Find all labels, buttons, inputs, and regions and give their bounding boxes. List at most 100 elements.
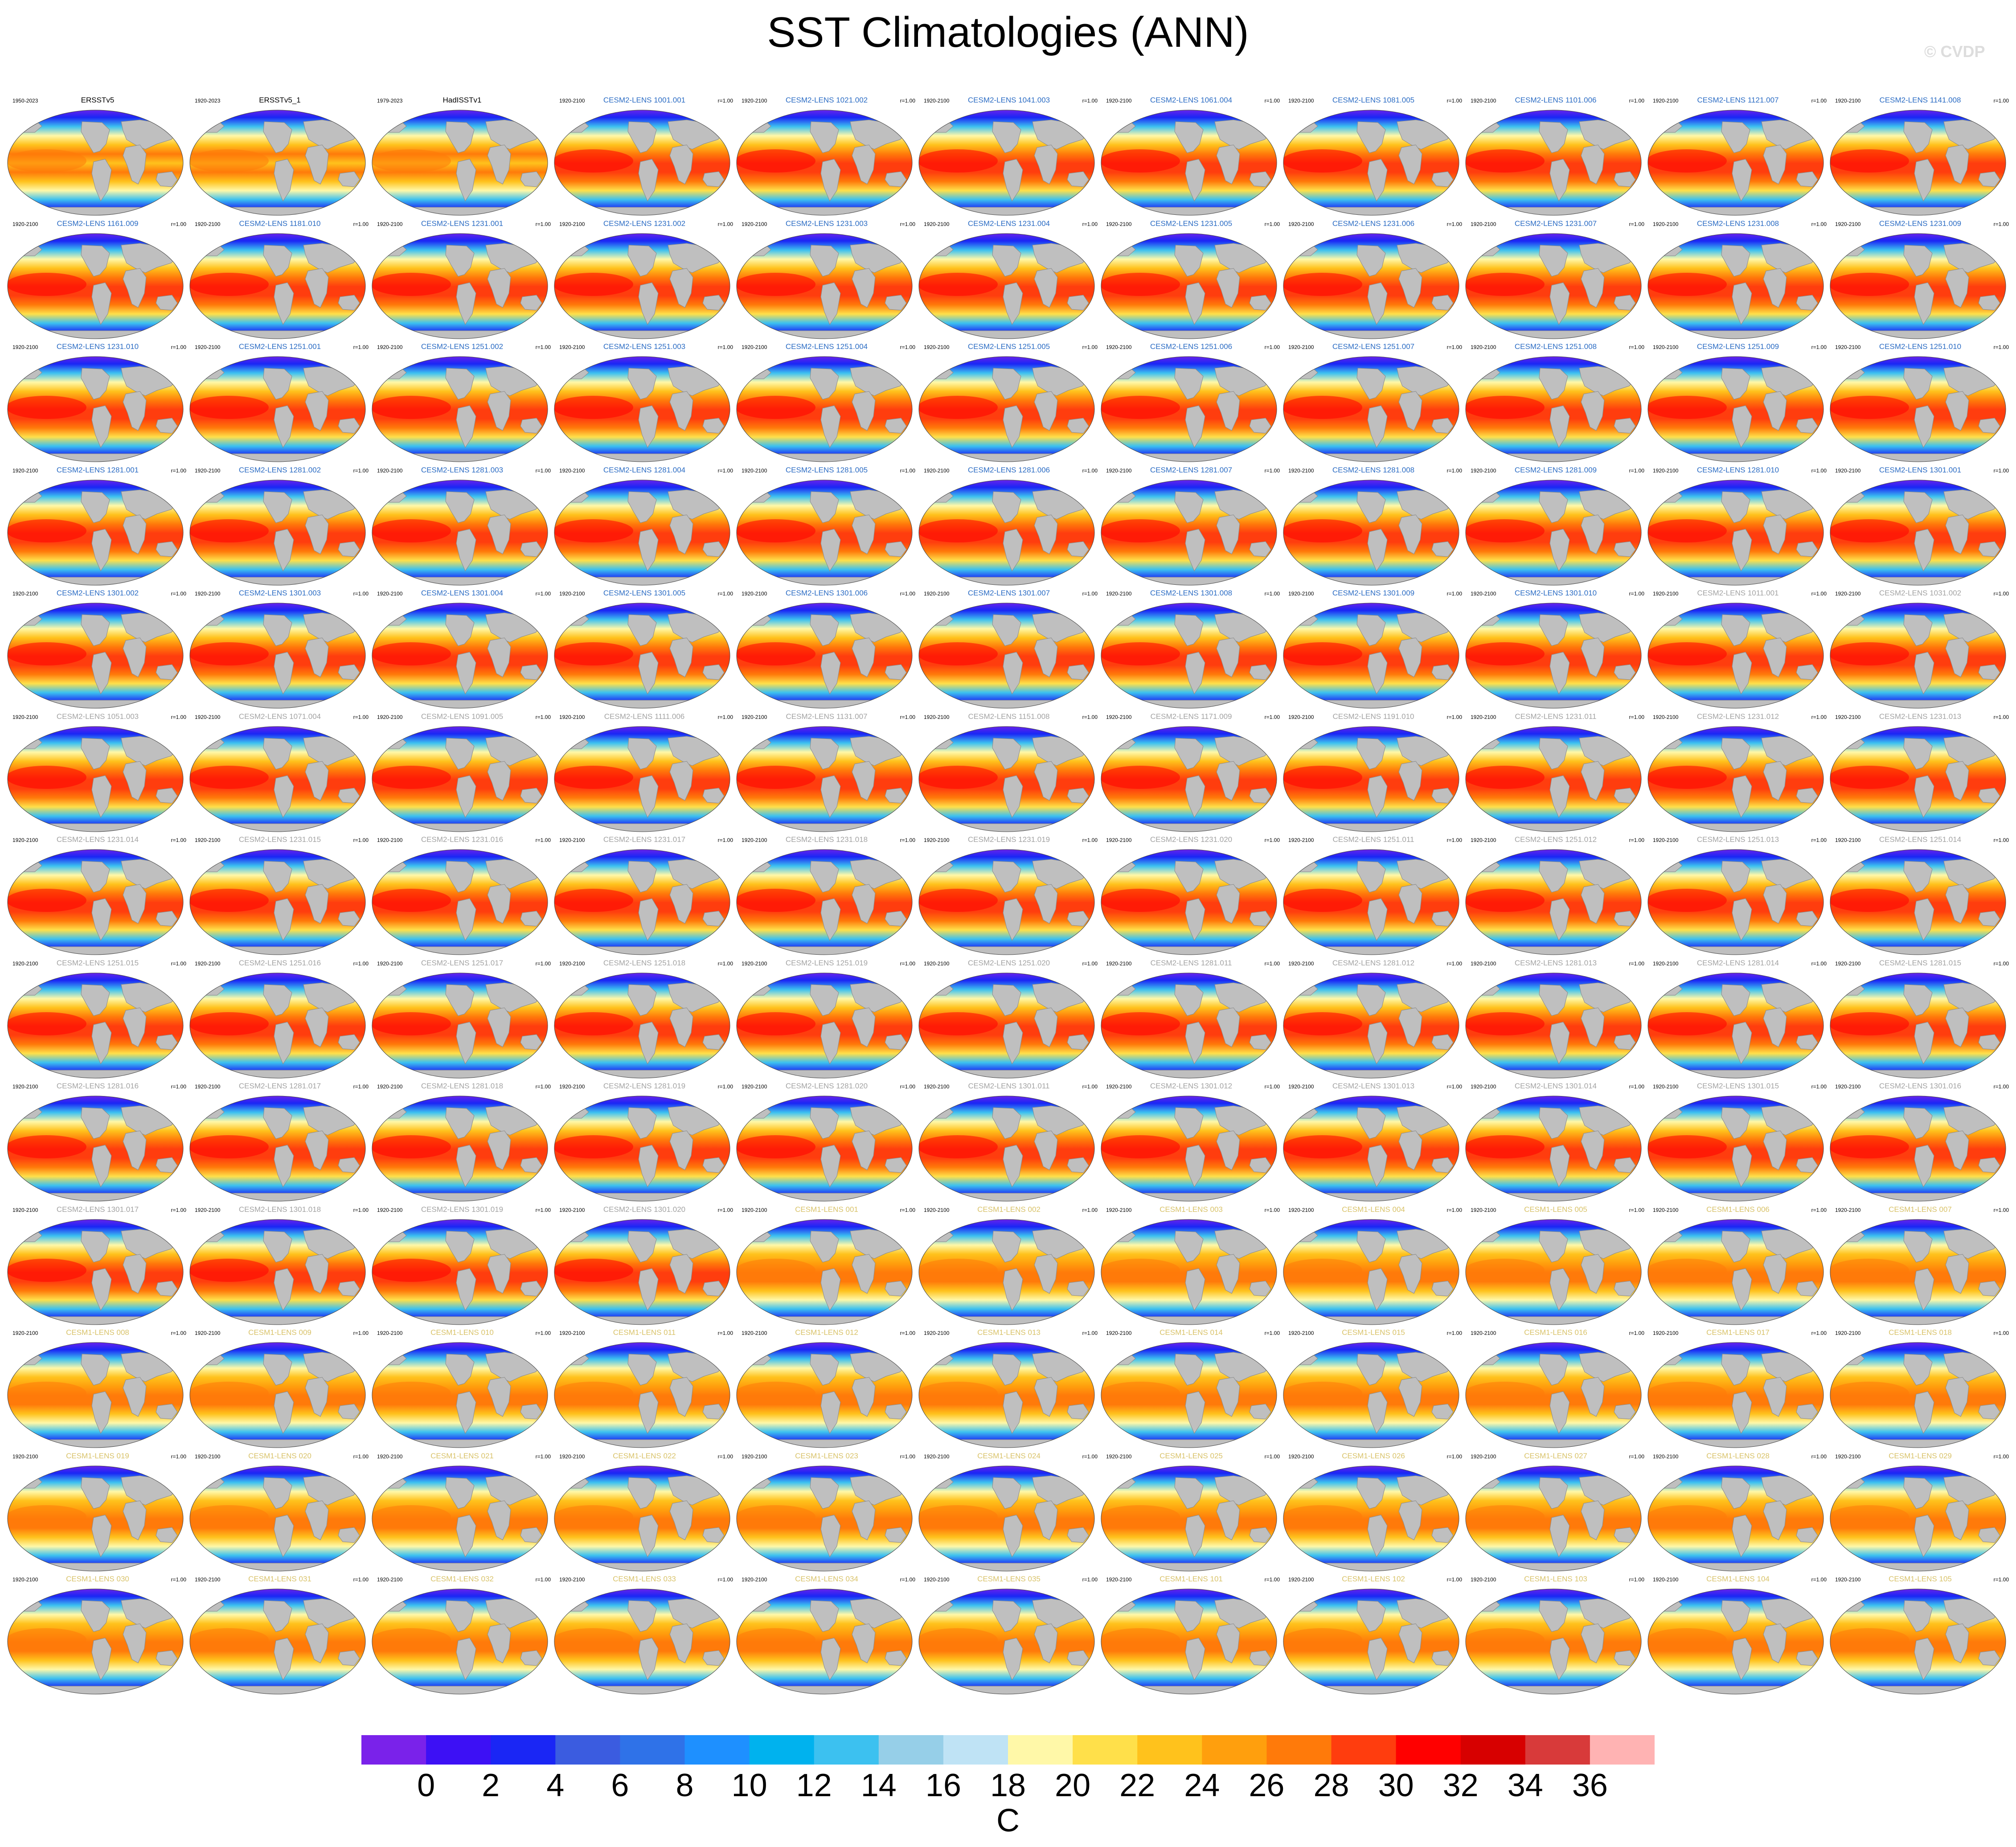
landmass [81, 614, 110, 646]
landmass [1117, 1686, 1261, 1694]
panel-title: CESM1-LENS 025 [1160, 1451, 1223, 1460]
panel-period: 1920-2100 [559, 837, 585, 843]
map-panel: 1920-2100 CESM2-LENS 1281.013 r=1.00 [1464, 958, 1644, 1080]
panel-title: CESM2-LENS 1251.019 [785, 958, 868, 967]
map-outline [1647, 726, 1824, 832]
map-panel: 1920-2100 CESM2-LENS 1281.010 r=1.00 [1647, 465, 1827, 587]
landmass [1299, 823, 1443, 832]
panel-pattern-correlation: r=1.00 [1446, 1453, 1462, 1460]
map-panel: 1920-2100 CESM2-LENS 1301.002 r=1.00 [6, 588, 186, 710]
warm-pool [190, 149, 269, 172]
panel-period: 1920-2100 [1835, 344, 1861, 350]
landmass [992, 491, 1021, 523]
landmass [1034, 637, 1058, 677]
map-panel: 1920-2100 CESM2-LENS 1151.008 r=1.00 [918, 711, 1098, 833]
panel-pattern-correlation: r=1.00 [535, 1330, 551, 1336]
panel-period: 1920-2100 [1653, 98, 1679, 104]
panel-pattern-correlation: r=1.00 [1811, 1576, 1827, 1583]
sst-map [1830, 480, 2006, 585]
sst-map [554, 1342, 730, 1448]
map-panel: 1920-2100 CESM2-LENS 1251.015 r=1.00 [6, 958, 186, 1080]
warm-pool [1283, 1012, 1362, 1035]
panel-period: 1920-2100 [559, 467, 585, 474]
sst-map [554, 480, 730, 585]
panel-pattern-correlation: r=1.00 [717, 467, 733, 474]
landmass [820, 159, 841, 202]
warm-pool [1101, 1628, 1180, 1651]
warm-pool [554, 1135, 633, 1158]
landmass [702, 911, 725, 927]
landmass [91, 282, 112, 325]
landmass [702, 787, 725, 804]
landmass [1581, 514, 1605, 554]
warm-pool [8, 272, 86, 296]
panel-period: 1920-2100 [924, 591, 950, 597]
landmass [570, 330, 714, 339]
landmass [1299, 453, 1443, 462]
landmass [23, 207, 168, 215]
panel-pattern-correlation: r=1.00 [1446, 960, 1462, 967]
sst-map [372, 233, 548, 339]
panel-title: HadISSTv1 [443, 96, 482, 104]
map-panel: 1920-2100 CESM2-LENS 1301.016 r=1.00 [1829, 1081, 2009, 1203]
map-panel: 1920-2100 CESM2-LENS 1191.010 r=1.00 [1282, 711, 1462, 833]
panel-period: 1920-2100 [1288, 98, 1314, 104]
landmass [1903, 984, 1933, 1016]
map-panel: 1920-2100 CESM1-LENS 023 r=1.00 [735, 1451, 915, 1573]
warm-pool [1830, 396, 1909, 419]
landmass [1914, 159, 1934, 202]
landmass [305, 760, 329, 801]
landmass [1117, 330, 1261, 339]
sst-map [372, 1465, 548, 1571]
warm-pool [190, 1135, 269, 1158]
map-panel: 1920-2100 CESM1-LENS 007 r=1.00 [1829, 1204, 2009, 1326]
landmass [338, 664, 360, 680]
landmass [91, 775, 112, 818]
warm-pool [919, 1012, 998, 1035]
panel-period: 1920-2100 [924, 714, 950, 720]
panel-title: CESM1-LENS 003 [1160, 1205, 1223, 1214]
panel-pattern-correlation: r=1.00 [1629, 714, 1644, 720]
panel-title: CESM2-LENS 1281.020 [785, 1082, 868, 1090]
panel-title: CESM2-LENS 1281.012 [1332, 958, 1415, 967]
landmass [1367, 159, 1388, 202]
map-panel: 1920-2100 CESM2-LENS 1281.002 r=1.00 [188, 465, 369, 587]
landmass [1581, 884, 1605, 924]
map-panel: 1920-2100 CESM1-LENS 102 r=1.00 [1282, 1574, 1462, 1696]
landmass [205, 330, 350, 339]
map-panel: 1920-2100 CESM1-LENS 008 r=1.00 [6, 1327, 186, 1449]
landmass [992, 244, 1021, 277]
map-panel: 1920-2100 CESM1-LENS 015 r=1.00 [1282, 1327, 1462, 1449]
landmass [1481, 207, 1626, 215]
landmass [1367, 405, 1388, 448]
landmass [81, 737, 110, 770]
panel-period: 1920-2100 [1288, 591, 1314, 597]
panel-title: CESM1-LENS 024 [977, 1451, 1041, 1460]
map-outline [736, 233, 913, 339]
colorbar-tick-label: 28 [1313, 1768, 1349, 1803]
warm-pool [8, 642, 86, 665]
landmass [638, 282, 659, 325]
landmass [274, 405, 294, 448]
landmass [1581, 1007, 1605, 1047]
landmass [1067, 664, 1089, 680]
map-outline [7, 849, 184, 955]
panel-pattern-correlation: r=1.00 [900, 714, 915, 720]
map-outline [1830, 233, 2006, 339]
warm-pool [919, 1258, 998, 1282]
warm-pool [372, 1505, 451, 1528]
colorbar-box [1073, 1735, 1138, 1765]
colorbar [361, 1735, 1655, 1765]
warm-pool [190, 519, 269, 542]
landmass [487, 391, 511, 431]
landmass [1732, 528, 1752, 571]
landmass [388, 577, 532, 585]
panel-period: 1920-2100 [1288, 221, 1314, 227]
map-outline [918, 233, 1095, 339]
landmass [1846, 207, 1990, 215]
warm-pool [190, 765, 269, 789]
map-panel: 1920-2100 CESM1-LENS 014 r=1.00 [1100, 1327, 1280, 1449]
landmass [205, 1686, 350, 1694]
colorbar-box [361, 1735, 426, 1765]
map-panel: 1920-2100 CESM2-LENS 1301.013 r=1.00 [1282, 1081, 1462, 1203]
